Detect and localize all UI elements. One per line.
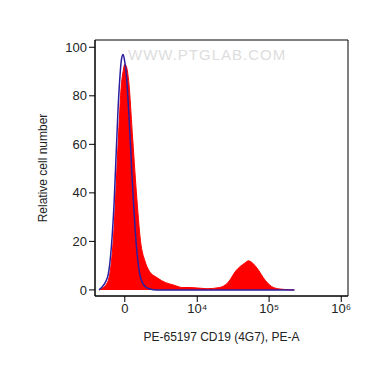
html-text:WWW.PTGLAB.COM: WWW.PTGLAB.COM xyxy=(128,46,287,63)
svg-text:PE-65197 CD19 (4G7), PE-A: PE-65197 CD19 (4G7), PE-A xyxy=(143,330,299,344)
svg-text:60: 60 xyxy=(73,137,87,152)
svg-text:40: 40 xyxy=(73,185,87,200)
svg-text:10⁶: 10⁶ xyxy=(331,301,351,316)
svg-text:Relative cell number: Relative cell number xyxy=(36,114,50,223)
svg-text:100: 100 xyxy=(65,40,87,55)
svg-text:10⁵: 10⁵ xyxy=(259,301,279,316)
svg-text:10⁴: 10⁴ xyxy=(187,301,207,316)
svg-text:0: 0 xyxy=(80,283,87,298)
svg-text:80: 80 xyxy=(73,88,87,103)
svg-text:20: 20 xyxy=(73,234,87,249)
svg-text:0: 0 xyxy=(121,301,128,316)
